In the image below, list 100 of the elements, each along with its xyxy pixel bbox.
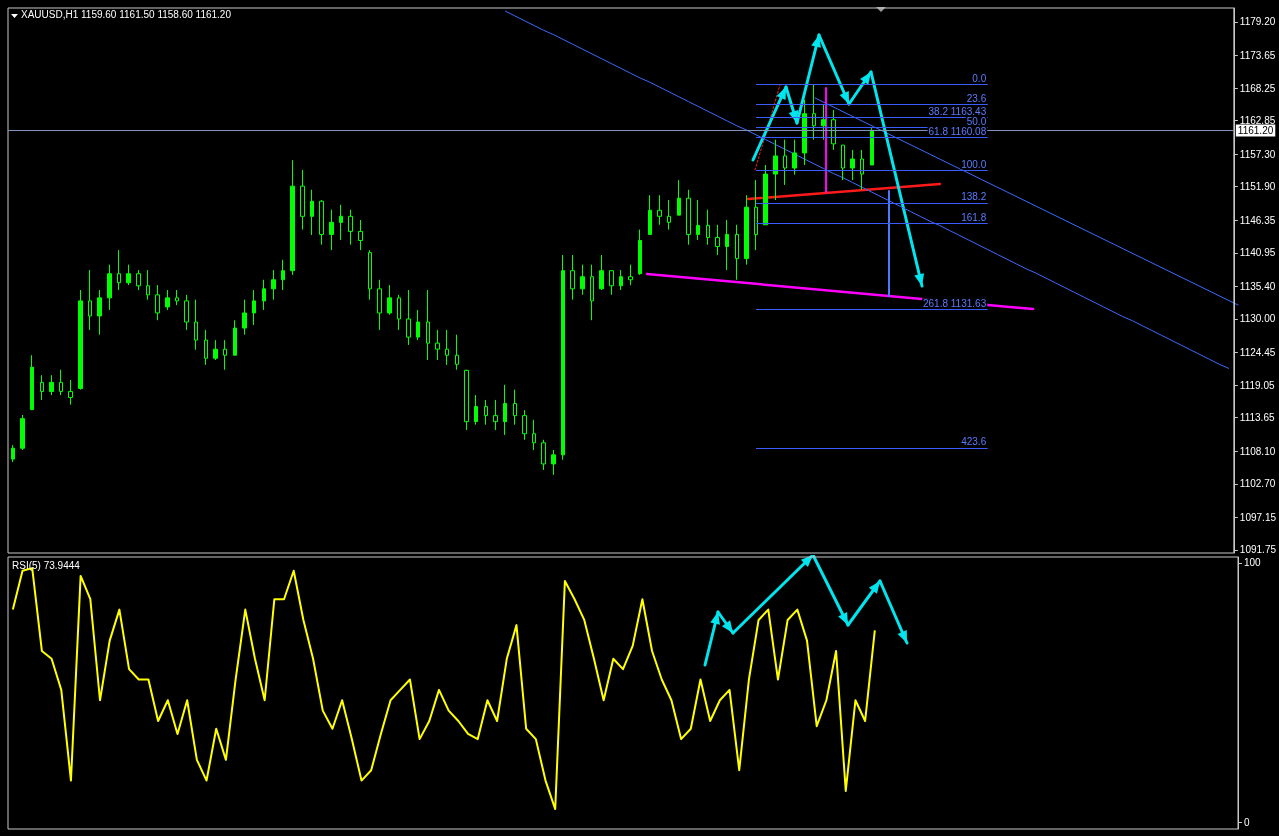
candlestick bbox=[271, 269, 276, 301]
candlestick bbox=[522, 409, 527, 441]
annotation: 50.0 bbox=[966, 115, 987, 127]
y-tick-label: 1146.35 bbox=[1239, 214, 1276, 226]
candlestick bbox=[223, 339, 227, 371]
candlestick bbox=[377, 279, 382, 331]
candlestick bbox=[155, 284, 160, 321]
candlestick bbox=[416, 309, 420, 341]
candlestick bbox=[30, 354, 34, 411]
candlestick bbox=[59, 369, 63, 396]
candlestick bbox=[686, 189, 691, 246]
candlestick bbox=[117, 249, 121, 291]
candlestick bbox=[841, 144, 845, 181]
y-tick-label: 1135.40 bbox=[1239, 280, 1276, 292]
candlestick bbox=[773, 139, 778, 201]
candlestick bbox=[850, 149, 855, 181]
candlestick bbox=[165, 289, 170, 311]
annotation: 38.2 1163.43 bbox=[928, 105, 987, 117]
y-tick-label: 0 bbox=[1244, 816, 1250, 828]
candlestick bbox=[474, 394, 478, 426]
candlestick bbox=[146, 269, 150, 301]
candlestick bbox=[68, 379, 73, 406]
y-tick-label: 1168.25 bbox=[1239, 82, 1276, 94]
candlestick bbox=[339, 204, 343, 241]
line-series bbox=[504, 10, 1230, 370]
annotation: 261.8 1131.63 bbox=[923, 297, 987, 309]
candlestick bbox=[551, 449, 556, 476]
y-tick-label: 1113.65 bbox=[1239, 412, 1275, 424]
candlestick bbox=[821, 104, 826, 141]
candlestick bbox=[78, 289, 83, 391]
y-tick-label: 100 bbox=[1244, 557, 1262, 569]
candlestick bbox=[397, 294, 401, 331]
candlestick bbox=[126, 264, 131, 286]
candlestick bbox=[368, 249, 372, 301]
candlestick bbox=[11, 444, 15, 463]
candlestick bbox=[532, 419, 536, 451]
candlestick bbox=[590, 264, 594, 321]
candlestick bbox=[88, 269, 92, 331]
annotation: 161.8 bbox=[961, 211, 987, 223]
candlestick bbox=[40, 374, 44, 401]
candlestick bbox=[667, 199, 671, 231]
y-tick-label: 1173.65 bbox=[1239, 49, 1276, 61]
candlestick bbox=[599, 254, 604, 291]
candlestick bbox=[754, 179, 758, 251]
candlestick bbox=[194, 299, 198, 351]
y-tick-label: 1102.70 bbox=[1239, 478, 1276, 490]
candlestick bbox=[97, 289, 102, 336]
candlestick bbox=[406, 289, 411, 346]
candlestick bbox=[49, 374, 54, 396]
ref-line-label: 1161.20 bbox=[1237, 125, 1274, 137]
candlestick bbox=[802, 99, 807, 166]
candlestick bbox=[310, 189, 314, 236]
candlestick bbox=[792, 139, 797, 176]
candlestick bbox=[860, 149, 864, 191]
candlestick bbox=[763, 164, 768, 226]
candlestick bbox=[233, 319, 237, 356]
candlestick bbox=[387, 284, 392, 316]
candlestick bbox=[445, 329, 449, 366]
candlestick bbox=[435, 329, 440, 361]
annotation: 0.0 bbox=[972, 72, 987, 84]
candlestick bbox=[464, 369, 469, 431]
candlestick bbox=[696, 199, 700, 241]
y-tick-label: 1124.45 bbox=[1239, 347, 1276, 359]
annotation: 100.0 bbox=[961, 158, 987, 170]
candlestick bbox=[319, 199, 324, 246]
candlestick bbox=[513, 389, 517, 426]
y-tick-label: 1108.10 bbox=[1239, 445, 1276, 457]
y-tick-label: 1091.75 bbox=[1239, 544, 1277, 556]
y-tick-label: 1119.05 bbox=[1239, 379, 1275, 391]
candlestick bbox=[812, 84, 816, 141]
candlestick bbox=[609, 269, 614, 296]
y-tick-label: 1151.90 bbox=[1239, 181, 1276, 193]
candlestick bbox=[657, 194, 662, 226]
candlestick bbox=[580, 264, 585, 296]
candlestick bbox=[706, 209, 710, 246]
candlestick bbox=[744, 194, 749, 266]
candlestick bbox=[648, 194, 652, 235]
candlestick bbox=[213, 339, 218, 361]
candlestick bbox=[262, 279, 266, 311]
annotation: 138.2 bbox=[961, 191, 987, 203]
candlestick bbox=[281, 259, 285, 291]
candlestick bbox=[484, 399, 488, 426]
candlestick bbox=[783, 139, 787, 186]
candlestick bbox=[677, 179, 681, 216]
candlestick bbox=[619, 269, 623, 291]
candlestick bbox=[628, 264, 633, 286]
candlestick bbox=[735, 224, 739, 281]
y-tick-label: 1140.95 bbox=[1239, 247, 1276, 259]
candlestick bbox=[290, 159, 295, 276]
y-tick-label: 1097.15 bbox=[1239, 511, 1277, 523]
candlestick bbox=[348, 209, 353, 246]
candlestick bbox=[300, 169, 305, 231]
candlestick bbox=[136, 269, 141, 291]
candlestick bbox=[175, 289, 179, 306]
chart-title: RSI(5) 73.9444 bbox=[12, 559, 81, 571]
y-tick-label: 1179.20 bbox=[1239, 16, 1276, 28]
candlestick bbox=[426, 289, 430, 361]
y-tick-label: 1162.85 bbox=[1239, 115, 1276, 127]
y-tick-label: 1130.00 bbox=[1239, 313, 1276, 325]
annotation: 23.6 bbox=[966, 93, 987, 105]
